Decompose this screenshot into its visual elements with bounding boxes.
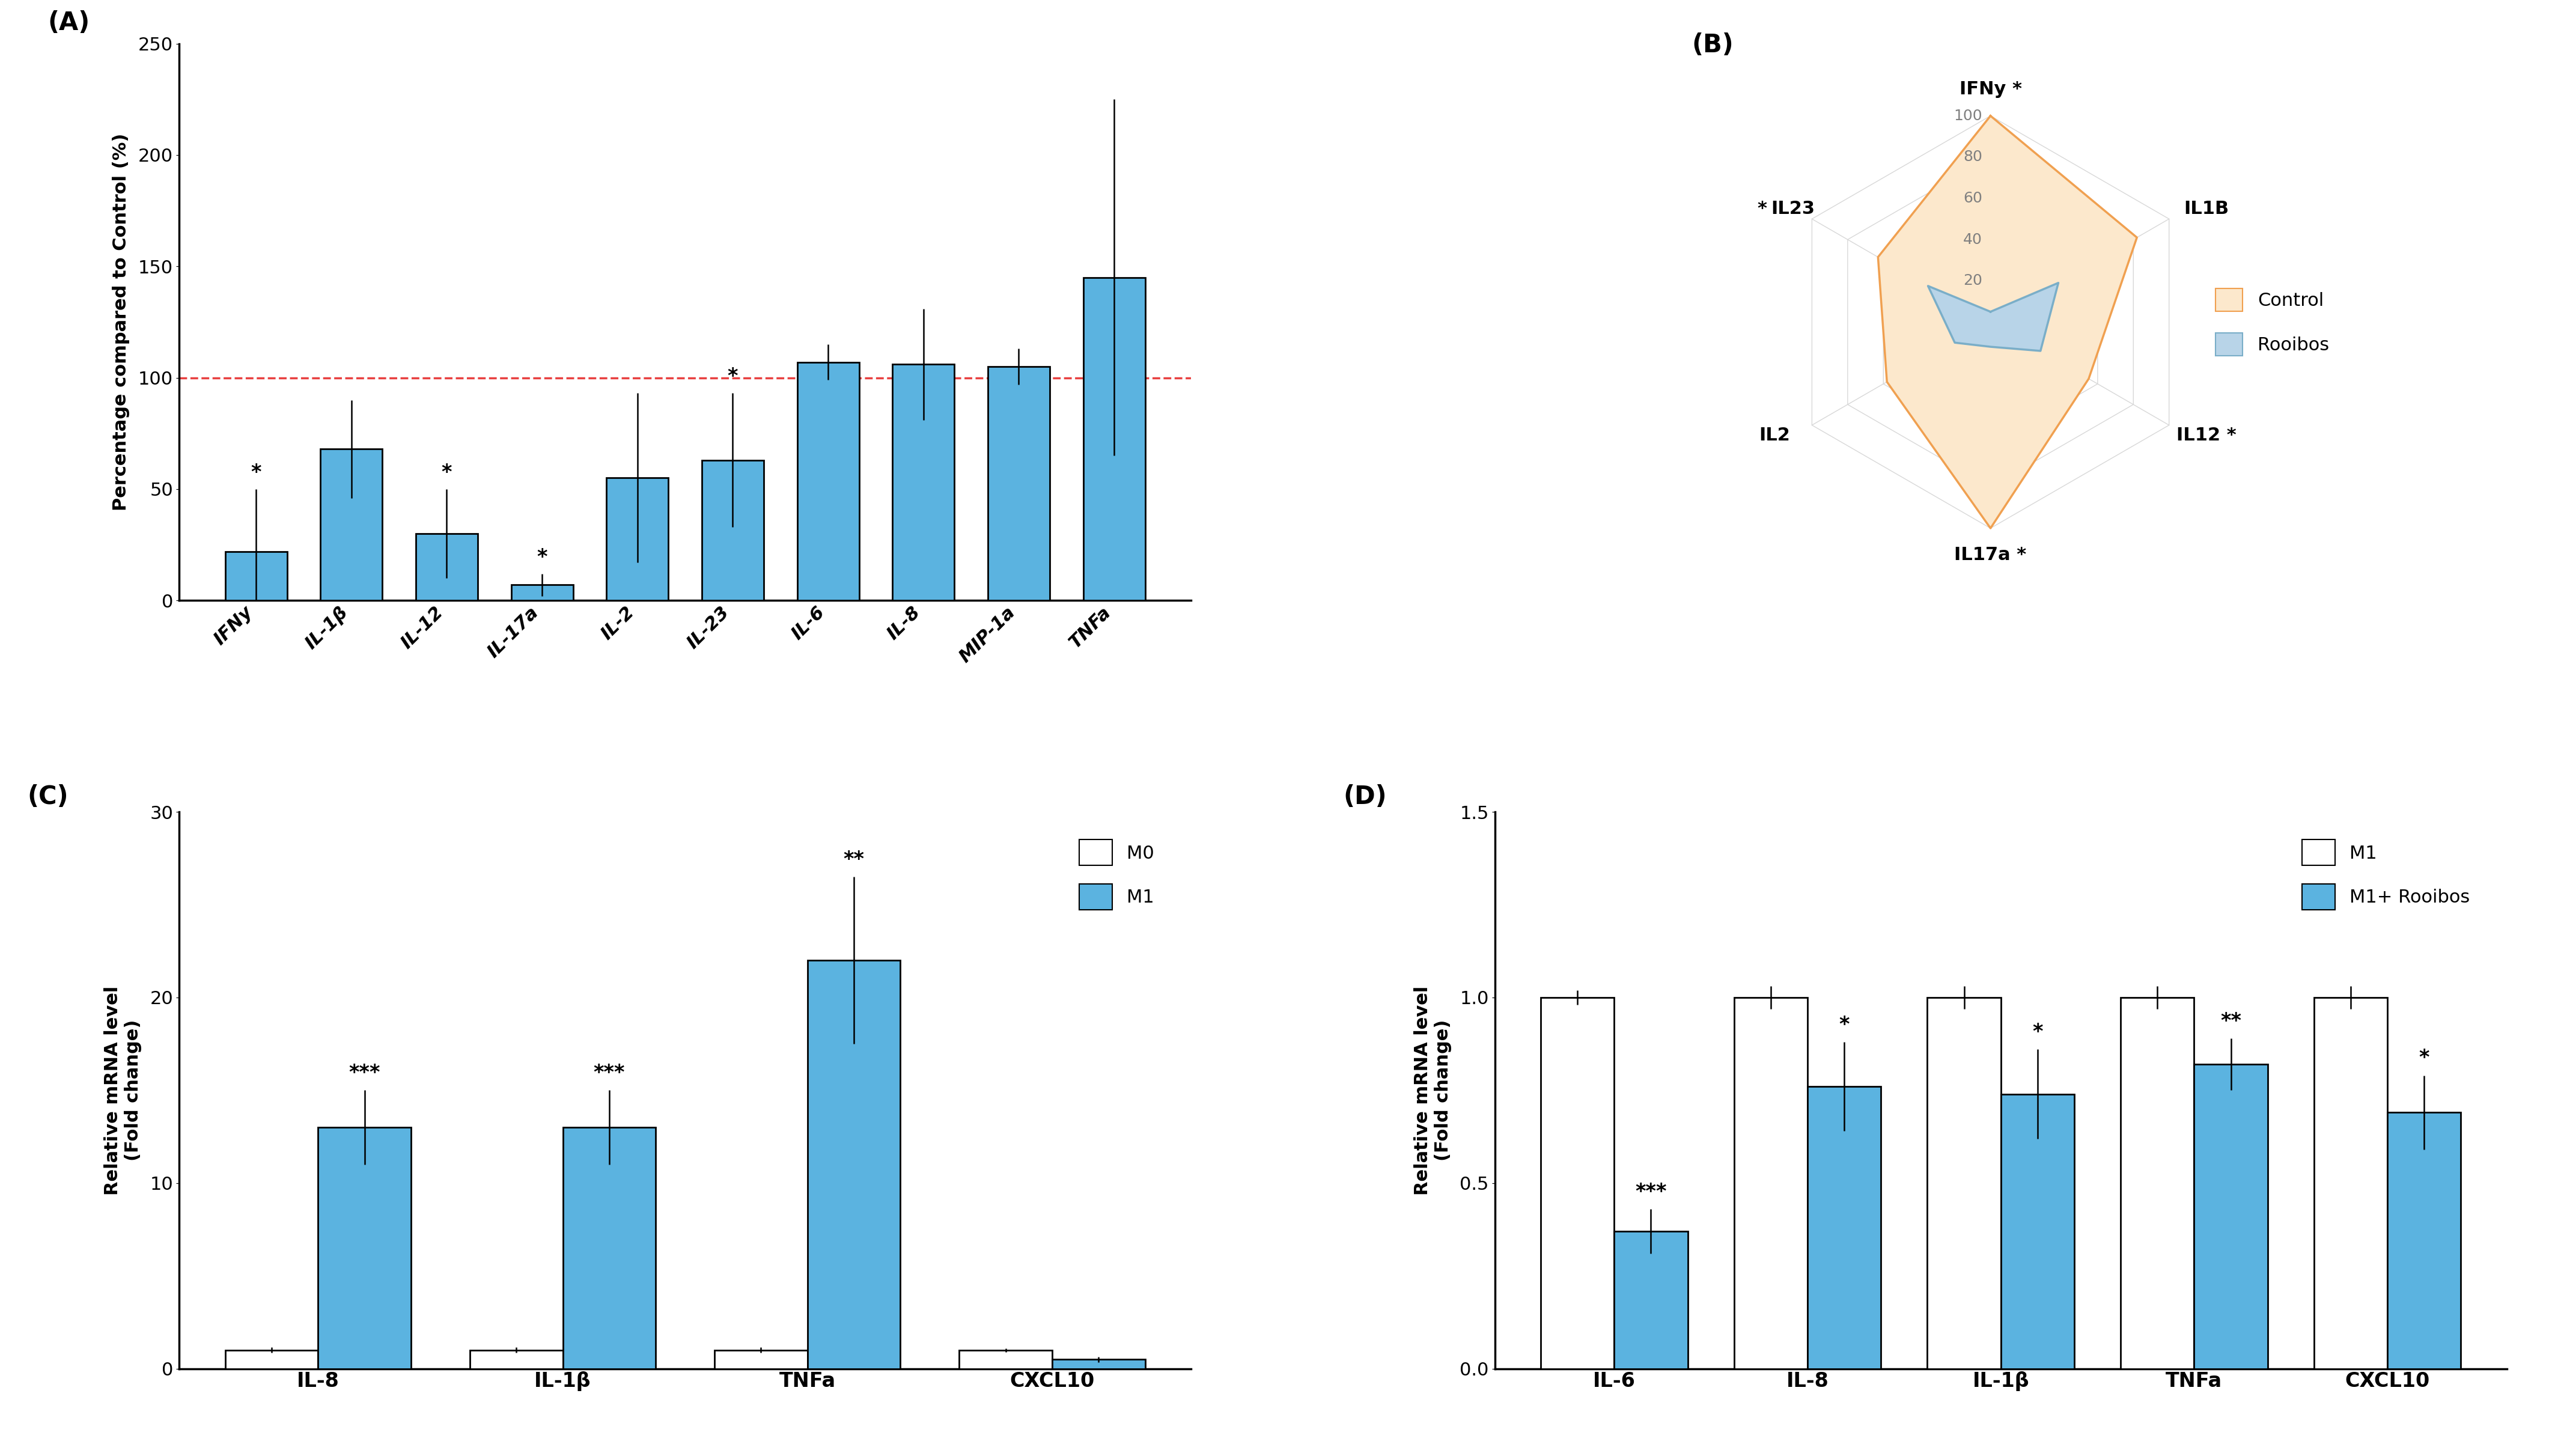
Text: 40: 40 — [1962, 233, 1982, 246]
Bar — [1082, 278, 1146, 600]
Bar — [1926, 997, 2000, 1369]
Text: 20: 20 — [1962, 274, 1982, 288]
Bar — [225, 1350, 317, 1369]
Text: **: ** — [2220, 1010, 2241, 1031]
Text: IL12 *: IL12 * — [2177, 427, 2236, 444]
Bar — [2121, 997, 2195, 1369]
Text: 100: 100 — [1954, 109, 1982, 124]
Y-axis label: Relative mRNA level
(Fold change): Relative mRNA level (Fold change) — [105, 986, 141, 1195]
Polygon shape — [1929, 282, 2059, 351]
Text: *: * — [443, 463, 453, 482]
Bar — [714, 1350, 808, 1369]
Bar — [2315, 997, 2387, 1369]
Bar — [1734, 997, 1809, 1369]
Bar — [808, 961, 900, 1369]
Bar — [512, 585, 573, 600]
Text: 0: 0 — [1985, 328, 1995, 342]
Legend: M0, M1: M0, M1 — [1072, 833, 1161, 917]
Legend: M1, M1+ Rooibos: M1, M1+ Rooibos — [2295, 833, 2476, 917]
Bar — [320, 448, 381, 600]
Text: *: * — [2031, 1022, 2044, 1042]
Bar — [2000, 1093, 2075, 1369]
Bar — [471, 1350, 563, 1369]
Text: *: * — [726, 367, 739, 387]
Bar — [798, 363, 859, 600]
Text: (B): (B) — [1691, 32, 1734, 58]
Text: **: ** — [844, 850, 865, 869]
Text: (D): (D) — [1343, 785, 1386, 810]
Text: 60: 60 — [1962, 191, 1982, 205]
Legend: Control, Rooibos: Control, Rooibos — [2208, 281, 2335, 363]
Bar — [1614, 1232, 1688, 1369]
Bar — [1809, 1086, 1880, 1369]
Bar — [563, 1127, 655, 1369]
Text: ***: *** — [593, 1063, 624, 1083]
Bar — [1051, 1360, 1146, 1369]
Text: *: * — [251, 463, 261, 482]
Text: ***: *** — [348, 1063, 381, 1083]
Text: (C): (C) — [28, 785, 69, 810]
Bar — [2195, 1064, 2266, 1369]
Text: IL23: IL23 — [1770, 199, 1814, 217]
Text: ***: *** — [1635, 1182, 1668, 1201]
Y-axis label: Relative mRNA level
(Fold change): Relative mRNA level (Fold change) — [1415, 986, 1450, 1195]
Text: IFNy *: IFNy * — [1959, 80, 2021, 98]
Bar — [606, 478, 668, 600]
Text: IL1B: IL1B — [2185, 199, 2228, 217]
Text: (A): (A) — [49, 10, 90, 35]
Text: *: * — [1839, 1015, 1849, 1035]
Bar — [225, 552, 286, 600]
Bar — [2387, 1112, 2461, 1369]
Bar — [959, 1350, 1051, 1369]
Polygon shape — [1878, 116, 2136, 529]
Bar — [1540, 997, 1614, 1369]
Y-axis label: Percentage compared to Control (%): Percentage compared to Control (%) — [113, 134, 130, 511]
Bar — [417, 533, 478, 600]
Bar — [893, 364, 954, 600]
Bar — [701, 460, 765, 600]
Text: IL17a *: IL17a * — [1954, 546, 2026, 563]
Text: *: * — [1757, 199, 1768, 217]
Bar — [987, 367, 1049, 600]
Text: 80: 80 — [1962, 150, 1982, 165]
Text: *: * — [537, 547, 547, 566]
Bar — [317, 1127, 412, 1369]
Text: *: * — [2420, 1048, 2430, 1069]
Text: IL2: IL2 — [1760, 427, 1791, 444]
